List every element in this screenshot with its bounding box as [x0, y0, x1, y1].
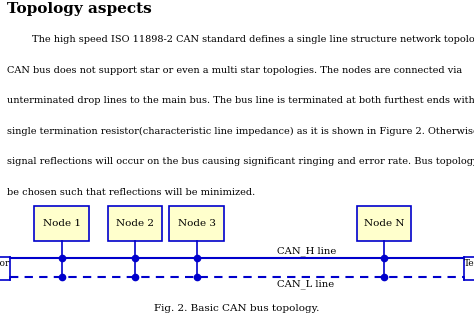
- Text: single termination resistor(characteristic line impedance) as it is shown in Fig: single termination resistor(characterist…: [7, 127, 474, 136]
- FancyBboxPatch shape: [0, 257, 10, 280]
- FancyBboxPatch shape: [170, 206, 224, 241]
- Text: Terminator
120R: Terminator 120R: [0, 259, 10, 278]
- Text: unterminated drop lines to the main bus. The bus line is terminated at both furt: unterminated drop lines to the main bus.…: [7, 96, 474, 105]
- Text: Node 3: Node 3: [178, 219, 216, 228]
- Text: CAN_H line: CAN_H line: [277, 246, 337, 256]
- FancyBboxPatch shape: [356, 206, 411, 241]
- Text: be chosen such that reflections will be minimized.: be chosen such that reflections will be …: [7, 188, 255, 197]
- Text: Terminator
   120R: Terminator 120R: [464, 259, 474, 278]
- Text: Node 1: Node 1: [43, 219, 81, 228]
- FancyBboxPatch shape: [464, 257, 474, 280]
- Text: Fig. 2. Basic CAN bus topology.: Fig. 2. Basic CAN bus topology.: [155, 304, 319, 313]
- Text: Node 2: Node 2: [116, 219, 154, 228]
- Text: CAN bus does not support star or even a multi star topologies. The nodes are con: CAN bus does not support star or even a …: [7, 66, 462, 75]
- Text: CAN_L line: CAN_L line: [277, 280, 335, 289]
- Text: signal reflections will occur on the bus causing significant ringing and error r: signal reflections will occur on the bus…: [7, 157, 474, 166]
- FancyBboxPatch shape: [35, 206, 89, 241]
- FancyBboxPatch shape: [108, 206, 162, 241]
- Text: Topology aspects: Topology aspects: [7, 2, 152, 16]
- Text: The high speed ISO 11898-2 CAN standard defines a single line structure network : The high speed ISO 11898-2 CAN standard …: [7, 36, 474, 44]
- Text: Node N: Node N: [364, 219, 404, 228]
